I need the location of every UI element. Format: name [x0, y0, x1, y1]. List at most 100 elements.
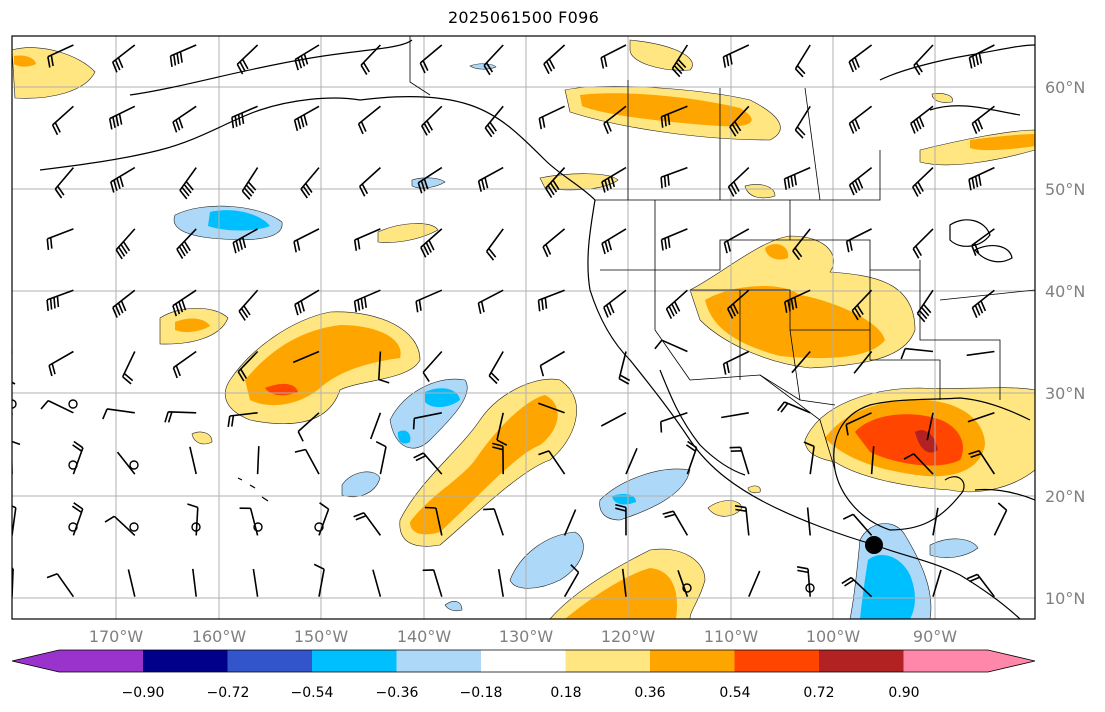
wind-barb	[72, 440, 84, 475]
colorbar-label: 0.72	[803, 685, 834, 701]
wind-barb	[241, 167, 259, 200]
wind-barb	[845, 228, 872, 253]
wind-barb	[853, 350, 873, 374]
wind-barb	[238, 289, 259, 321]
colorbar-label: 0.54	[719, 685, 750, 701]
wind-barb	[903, 453, 934, 475]
wind-barb	[424, 506, 443, 536]
wind-barb	[172, 105, 197, 133]
wind-barb	[413, 452, 443, 475]
wind-barb	[40, 399, 74, 414]
wind-barb	[12, 106, 13, 108]
wind-barb	[538, 402, 565, 414]
wind-barb	[845, 412, 872, 436]
lon-tick-label: 100°W	[806, 627, 861, 646]
wind-barb	[417, 166, 443, 194]
wind-barb	[232, 228, 258, 254]
wind-barb	[968, 44, 995, 69]
wind-barb	[618, 351, 631, 385]
wind-barb	[294, 44, 320, 71]
wind-barb	[420, 228, 443, 258]
wind-barb	[993, 502, 1008, 536]
wind-barb	[600, 412, 627, 427]
wind-barb	[293, 228, 320, 253]
colorbar-label: 0.36	[634, 685, 665, 701]
wind-barb	[483, 508, 504, 536]
wind-barb	[621, 568, 627, 597]
wind-barb	[477, 166, 504, 192]
wind-barb	[353, 228, 381, 251]
colorbar-segment	[903, 650, 988, 672]
colorbar-segment	[734, 650, 820, 672]
colorbar-label: 0.90	[888, 685, 919, 701]
wind-barb	[357, 105, 381, 135]
colorbar-labels: −0.90 −0.72 −0.54 −0.36 −0.18 0.18 0.36 …	[122, 685, 920, 701]
wind-barb	[971, 228, 995, 256]
wind-barb	[292, 350, 320, 364]
wind-barbs	[12, 44, 1008, 598]
wind-barb	[660, 228, 688, 251]
wind-barb	[967, 412, 995, 423]
wind-barb	[169, 44, 197, 68]
wind-barb	[189, 446, 197, 475]
colorbar-segment	[819, 650, 904, 672]
wind-barb	[543, 44, 566, 75]
wind-barb	[172, 289, 197, 317]
wind-barb	[900, 347, 934, 360]
wind-barb	[236, 44, 259, 75]
wind-barb	[538, 105, 565, 130]
wind-barb	[297, 412, 320, 442]
wind-barb	[776, 401, 811, 414]
wind-barb	[353, 512, 382, 536]
wind-barb	[104, 515, 136, 536]
wind-barb	[563, 509, 577, 536]
wind-barb	[231, 105, 258, 129]
colorbar-extend-high	[988, 650, 1035, 672]
wind-barb	[492, 442, 504, 475]
wind-barb	[911, 167, 934, 197]
wind-barb	[108, 105, 136, 130]
wind-barb	[727, 167, 750, 197]
wind-barb	[237, 350, 259, 382]
wind-barb	[488, 351, 504, 385]
lat-tick-label: 30°N	[1045, 384, 1085, 403]
wind-barb	[360, 44, 381, 76]
lon-tick-label: 110°W	[704, 627, 759, 646]
wind-barb	[660, 166, 688, 189]
political-borders	[409, 36, 1035, 471]
colorbar-label: 0.18	[550, 685, 581, 701]
colorbar-label: −0.72	[207, 685, 250, 701]
wind-barb	[48, 350, 74, 377]
storm-center-marker	[865, 536, 883, 554]
wind-barb	[966, 573, 996, 598]
wind-barb	[485, 228, 504, 261]
wind-barb	[615, 503, 627, 536]
colorbar-segment	[143, 650, 228, 672]
lat-tick-label: 60°N	[1045, 78, 1085, 97]
colorbar-extend-low	[12, 650, 59, 672]
wind-barb	[127, 569, 136, 597]
lon-tick-label: 140°W	[397, 627, 452, 646]
wind-barb	[12, 290, 13, 292]
lat-tick-label: 50°N	[1045, 180, 1085, 199]
lon-tick-label: 150°W	[294, 627, 349, 646]
wind-barb	[422, 569, 443, 597]
wind-barb	[601, 166, 627, 193]
wind-barb	[603, 289, 627, 318]
lat-tick-label: 20°N	[1045, 487, 1085, 506]
wind-barb	[497, 568, 504, 597]
wind-barb	[358, 167, 381, 197]
wind-barb	[538, 450, 566, 475]
colorbar-segment	[650, 650, 735, 672]
wind-barb	[12, 228, 13, 231]
wind-barb	[102, 408, 135, 420]
wind-barb	[484, 105, 504, 138]
colorbar-segment	[565, 650, 651, 672]
map-frame	[11, 35, 1036, 620]
wind-barb	[968, 449, 996, 475]
lon-tick-labels: 170°W 160°W 150°W 140°W 130°W 120°W 110°…	[89, 627, 957, 646]
wind-barb	[841, 576, 873, 598]
wind-barb	[723, 228, 750, 254]
wind-barb	[722, 350, 750, 375]
wind-barb	[806, 507, 811, 536]
